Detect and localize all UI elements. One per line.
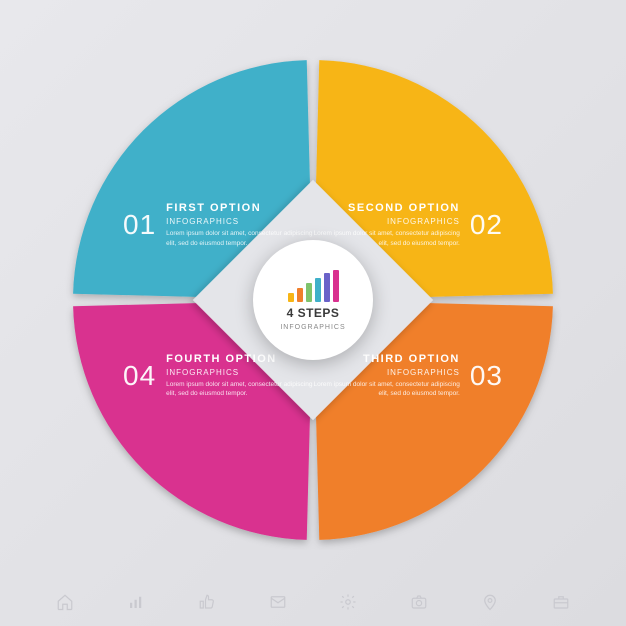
camera-icon xyxy=(409,592,429,612)
mail-icon xyxy=(268,592,288,612)
thumbs-up-icon xyxy=(197,592,217,612)
segment-subtitle: INFOGRAPHICS xyxy=(166,368,316,377)
segment-number: 04 xyxy=(123,360,156,392)
segment-subtitle: INFOGRAPHICS xyxy=(310,217,460,226)
center-bar xyxy=(333,270,339,302)
center-bar xyxy=(306,283,312,302)
center-subtitle: INFOGRAPHICS xyxy=(280,324,345,331)
segment-04-text: 04 FOURTH OPTION INFOGRAPHICS Lorem ipsu… xyxy=(123,353,333,398)
segment-title: SECOND OPTION xyxy=(310,202,460,214)
segment-number: 02 xyxy=(470,209,503,241)
center-title: 4 STEPS xyxy=(287,306,340,320)
center-bar xyxy=(297,288,303,302)
segment-body: Lorem ipsum dolor sit amet, consectetur … xyxy=(166,380,316,398)
segment-number: 03 xyxy=(470,360,503,392)
segment-number: 01 xyxy=(123,209,156,241)
circular-infographic: 01 FIRST OPTION INFOGRAPHICS Lorem ipsum… xyxy=(63,50,563,550)
home-icon xyxy=(55,592,75,612)
footer-icon-strip xyxy=(0,592,626,612)
briefcase-icon xyxy=(551,592,571,612)
center-disc: 4 STEPS INFOGRAPHICS xyxy=(253,240,373,360)
location-icon xyxy=(480,592,500,612)
center-bar xyxy=(315,278,321,302)
center-bar xyxy=(324,273,330,302)
center-bar-chart-icon xyxy=(288,270,339,302)
gear-icon xyxy=(338,592,358,612)
chart-icon xyxy=(126,592,146,612)
center-bar xyxy=(288,293,294,302)
